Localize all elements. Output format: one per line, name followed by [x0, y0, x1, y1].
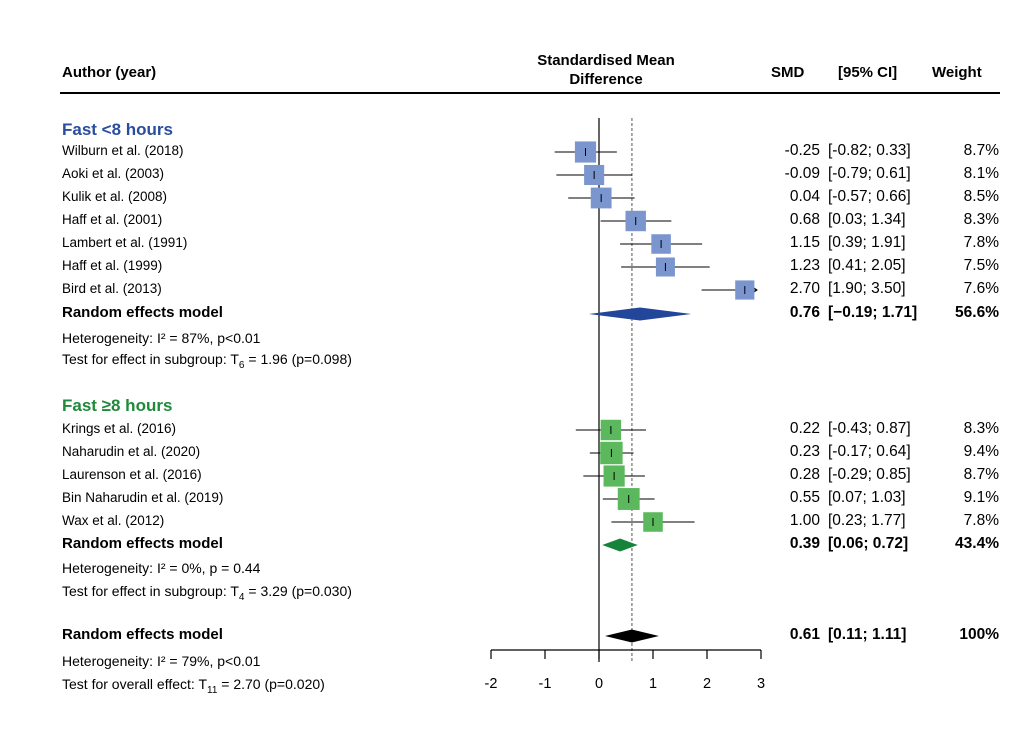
study-weight: 8.3%: [963, 211, 999, 228]
study-weight: 8.7%: [963, 466, 999, 483]
study-author: Kulik et al. (2008): [62, 189, 168, 204]
group1-model-smd: 0.76: [789, 304, 820, 321]
header-ci: [95% CI]: [838, 64, 898, 81]
study-weight: 8.3%: [963, 420, 999, 437]
study-author: Haff et al. (1999): [62, 258, 163, 273]
study-ci: [0.39; 1.91]: [828, 234, 906, 251]
study-smd: -0.09: [784, 165, 820, 182]
group1-diamond: [588, 307, 692, 321]
header-axis-title-2: Difference: [569, 71, 643, 88]
study-ci: [0.03; 1.34]: [828, 211, 906, 228]
study-weight: 9.4%: [963, 443, 999, 460]
x-tick-label: 1: [649, 676, 657, 692]
study-smd: 0.28: [789, 466, 820, 483]
x-tick-label: 0: [595, 676, 603, 692]
group1-title: Fast <8 hours: [62, 120, 174, 139]
group2-title: Fast ≥8 hours: [62, 396, 173, 415]
study-smd: 1.23: [789, 257, 820, 274]
study-author: Aoki et al. (2003): [62, 166, 165, 181]
study-weight: 8.1%: [963, 165, 999, 182]
study-author: Naharudin et al. (2020): [62, 444, 201, 459]
study-author: Wax et al. (2012): [62, 513, 165, 528]
header-rule: [60, 92, 1000, 94]
study-ci: [0.07; 1.03]: [828, 489, 906, 506]
x-tick-label: -2: [485, 676, 498, 692]
overall-diamond: [604, 629, 659, 643]
study-weight: 7.6%: [963, 280, 999, 297]
study-weight: 7.8%: [963, 512, 999, 529]
study-ci: [0.23; 1.77]: [828, 512, 906, 529]
group1-model-weight: 56.6%: [955, 304, 999, 321]
study-ci: [-0.79; 0.61]: [828, 165, 911, 182]
group2-model-smd: 0.39: [789, 535, 820, 552]
header-author: Author (year): [62, 64, 157, 81]
overall-model-ci: [0.11; 1.11]: [828, 626, 907, 643]
g2-test: Test for effect in subgroup: T4 = 3.29 (…: [62, 583, 352, 603]
study-smd: 0.23: [789, 443, 820, 460]
study-ci: [-0.43; 0.87]: [828, 420, 911, 437]
study-ci: [-0.29; 0.85]: [828, 466, 911, 483]
study-author: Haff et al. (2001): [62, 212, 163, 227]
study-ci: [-0.82; 0.33]: [828, 142, 911, 159]
header-weight: Weight: [932, 64, 982, 81]
group1-model-label: Random effects model: [62, 304, 223, 321]
overall-test: Test for overall effect: T11 = 2.70 (p=0…: [62, 676, 325, 696]
overall-model-label: Random effects model: [62, 626, 223, 643]
study-author: Bird et al. (2013): [62, 281, 162, 296]
study-smd: -0.25: [784, 142, 820, 159]
overall-model-weight: 100%: [959, 626, 999, 643]
study-ci: [1.90; 3.50]: [828, 280, 906, 297]
overall-heterogeneity: Heterogeneity: I² = 79%, p<0.01: [62, 653, 261, 669]
study-author: Wilburn et al. (2018): [62, 143, 184, 158]
study-weight: 8.5%: [963, 188, 999, 205]
study-smd: 0.22: [789, 420, 820, 437]
header-smd: SMD: [771, 64, 805, 81]
study-weight: 7.5%: [963, 257, 999, 274]
study-ci: [-0.17; 0.64]: [828, 443, 911, 460]
study-weight: 8.7%: [963, 142, 999, 159]
study-author: Bin Naharudin et al. (2019): [62, 490, 224, 505]
study-weight: 7.8%: [963, 234, 999, 251]
study-author: Lambert et al. (1991): [62, 235, 188, 250]
study-smd: 0.55: [789, 489, 820, 506]
header-axis-title-1: Standardised Mean: [537, 52, 675, 69]
g2-heterogeneity: Heterogeneity: I² = 0%, p = 0.44: [62, 560, 261, 576]
group2-diamond: [602, 538, 638, 552]
study-smd: 2.70: [789, 280, 820, 297]
study-ci: [0.41; 2.05]: [828, 257, 906, 274]
group1-model-ci: [−0.19; 1.71]: [828, 304, 918, 321]
g1-test: Test for effect in subgroup: T6 = 1.96 (…: [62, 351, 352, 371]
g1-heterogeneity: Heterogeneity: I² = 87%, p<0.01: [62, 330, 261, 346]
x-tick-label: -1: [539, 676, 552, 692]
study-author: Krings et al. (2016): [62, 421, 177, 436]
study-smd: 1.15: [789, 234, 820, 251]
group2-model-label: Random effects model: [62, 535, 223, 552]
overall-model-smd: 0.61: [789, 626, 820, 643]
study-author: Laurenson et al. (2016): [62, 467, 202, 482]
x-tick-label: 2: [703, 676, 711, 692]
study-weight: 9.1%: [963, 489, 999, 506]
study-ci: [-0.57; 0.66]: [828, 188, 911, 205]
group2-model-ci: [0.06; 0.72]: [828, 535, 909, 552]
study-smd: 0.04: [789, 188, 820, 205]
x-tick-label: 3: [757, 676, 765, 692]
study-smd: 0.68: [789, 211, 820, 228]
study-smd: 1.00: [789, 512, 820, 529]
group2-model-weight: 43.4%: [955, 535, 999, 552]
